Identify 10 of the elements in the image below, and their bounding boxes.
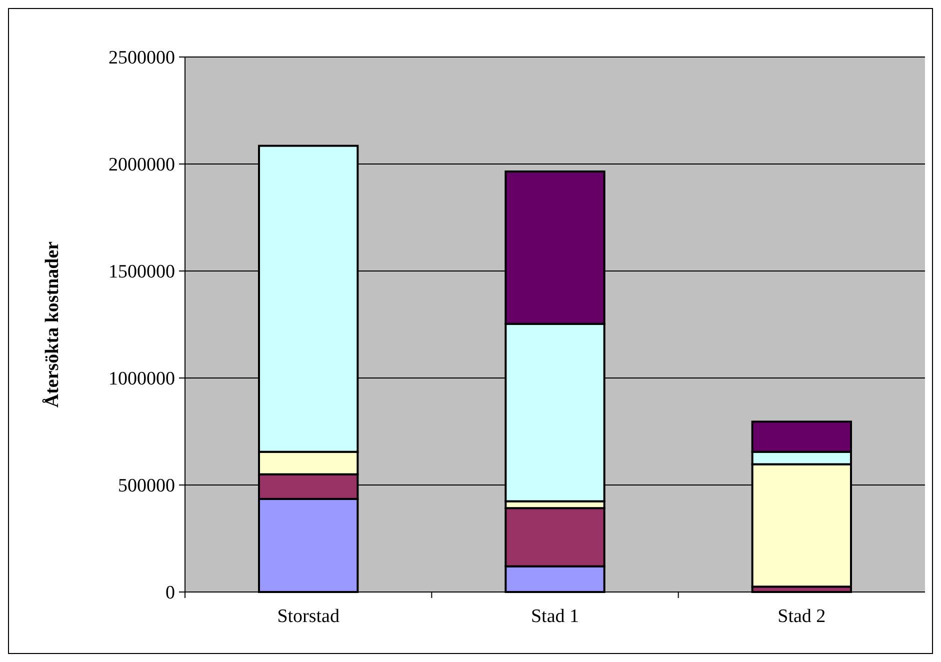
x-tick-label: Storstad	[277, 606, 340, 627]
y-axis-title: Återsökta kostnader	[42, 240, 63, 408]
y-tick-label: 500000	[118, 476, 175, 497]
y-tick-label: 2000000	[108, 154, 175, 176]
y-tick-label: 1500000	[108, 262, 175, 283]
y-tick-label: 1000000	[108, 368, 175, 390]
y-tick-label: 2500000	[108, 48, 175, 69]
x-tick-label: Stad 1	[530, 606, 580, 627]
x-tick-label: Stad 2	[778, 606, 826, 627]
y-tick-label: 0	[166, 582, 175, 604]
